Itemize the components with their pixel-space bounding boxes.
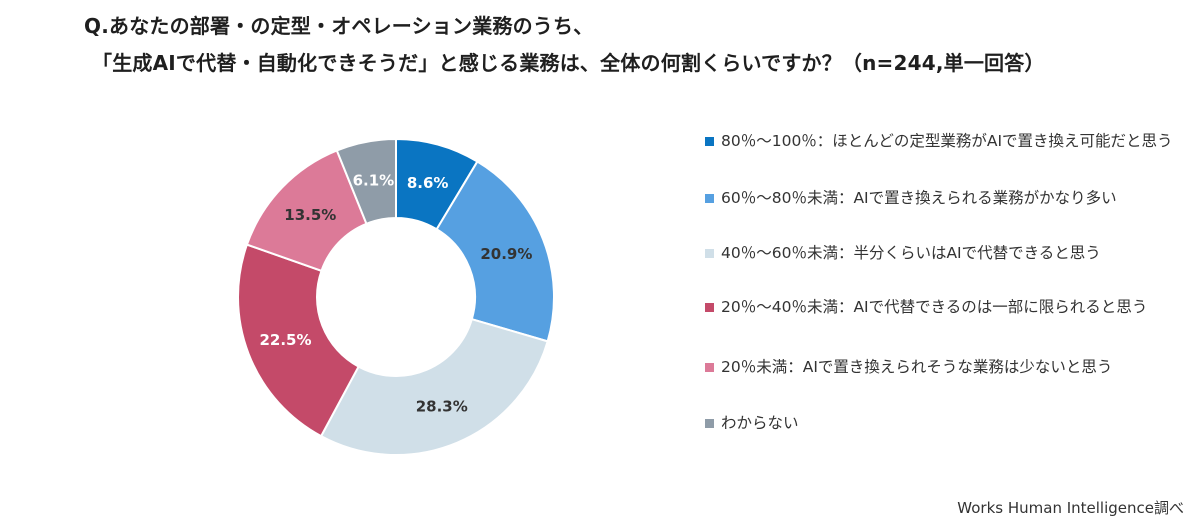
slice-value-label-5: 13.5% (284, 206, 336, 224)
legend-label: わからない (721, 414, 799, 432)
slice-value-label-6: 6.1% (353, 172, 395, 190)
slice-value-label-4: 22.5% (259, 331, 311, 349)
slice-value-label-3: 28.3% (416, 397, 468, 415)
legend-label: 80％～100％：ほとんどの定型業務がAIで置き換え可能だと思う (721, 132, 1173, 150)
legend-item-5: 20％未満：AIで置き換えられそうな業務は少ないと思う (705, 354, 1185, 380)
chart-title-line-2: 「生成AIで代替・自動化できそうだ」と感じる業務は、全体の何割くらいですか？（n… (92, 51, 1045, 75)
legend-swatch (705, 303, 714, 312)
legend-label: 40％～60％未満：半分くらいはAIで代替できると思う (721, 244, 1101, 262)
source-credit: Works Human Intelligence調べ (957, 499, 1184, 517)
legend-item-3: 40％～60％未満：半分くらいはAIで代替できると思う (705, 240, 1185, 266)
legend-swatch (705, 137, 714, 146)
donut-slice-2 (435, 160, 555, 343)
legend-item-4: 20％～40％未満：AIで代替できるのは一部に限られると思う (705, 294, 1185, 320)
legend-label: 20％～40％未満：AIで代替できるのは一部に限られると思う (721, 298, 1148, 316)
chart-title-line-1: Q.あなたの部署・の定型・オペレーション業務のうち、 (84, 14, 594, 38)
donut-slice-4 (237, 243, 360, 438)
legend-swatch (705, 194, 714, 203)
legend-item-6: わからない (705, 410, 1185, 436)
legend-swatch (705, 363, 714, 372)
legend-item-2: 60％～80％未満：AIで置き換えられる業務がかなり多い (705, 185, 1185, 211)
legend-swatch (705, 249, 714, 258)
legend-item-1: 80％～100％：ほとんどの定型業務がAIで置き換え可能だと思う (705, 128, 1185, 154)
legend-label: 60％～80％未満：AIで置き換えられる業務がかなり多い (721, 189, 1117, 207)
legend-swatch (705, 419, 714, 428)
slice-value-label-1: 8.6% (407, 174, 449, 192)
legend-label: 20％未満：AIで置き換えられそうな業務は少ないと思う (721, 358, 1113, 376)
donut-slice-6 (335, 137, 397, 226)
donut-chart: 8.6% 20.9% 28.3% 22.5% 13.5% 6.1% (237, 137, 555, 456)
donut-slice-3 (319, 317, 549, 456)
slice-value-label-2: 20.9% (480, 245, 532, 263)
